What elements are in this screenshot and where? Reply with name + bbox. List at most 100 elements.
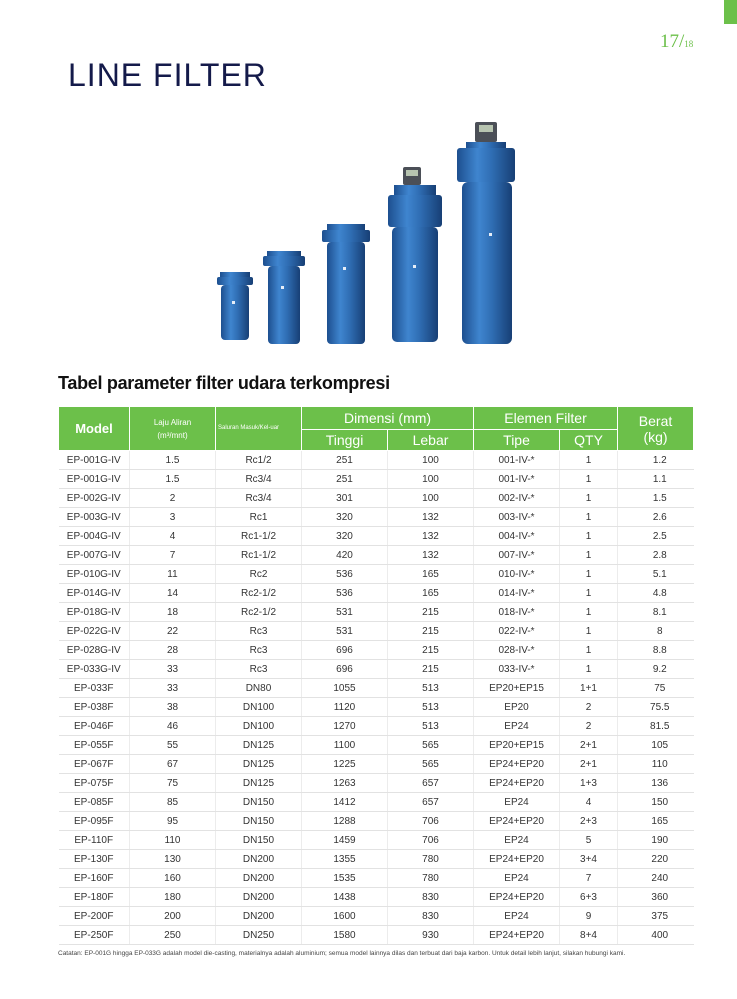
cell-height: 696 <box>301 659 388 679</box>
cell-element-type: 033-IV-* <box>473 659 560 679</box>
cell-qty: 5 <box>559 830 618 850</box>
cell-flow-rate: 1.5 <box>129 450 216 470</box>
cell-element-type: EP20 <box>473 697 560 717</box>
cell-height: 1288 <box>301 811 388 831</box>
cell-model: EP-200F <box>58 906 130 926</box>
cell-qty: 2+3 <box>559 811 618 831</box>
cell-weight: 220 <box>617 849 694 869</box>
cell-weight: 110 <box>617 754 694 774</box>
cell-model: EP-028G-IV <box>58 640 130 660</box>
cell-weight: 105 <box>617 735 694 755</box>
cell-height: 1120 <box>301 697 388 717</box>
cell-element-type: EP24 <box>473 906 560 926</box>
cell-weight: 5.1 <box>617 564 694 584</box>
cell-port: DN200 <box>215 887 302 907</box>
cell-height: 1263 <box>301 773 388 793</box>
cell-width: 132 <box>386 526 474 546</box>
cell-element-type: 018-IV-* <box>473 602 560 622</box>
cell-flow-rate: 3 <box>129 507 216 527</box>
cell-port: Rc2 <box>215 564 302 584</box>
cell-weight: 400 <box>617 925 694 945</box>
table-row: EP-010G-IV 11 Rc2 536 165 010-IV-* 1 5.1 <box>58 564 694 584</box>
cell-model: EP-014G-IV <box>58 583 130 603</box>
table-row: EP-180F 180 DN200 1438 830 EP24+EP20 6+3 360 <box>58 887 694 907</box>
cell-port: Rc1 <box>215 507 302 527</box>
table-row: EP-160F 160 DN200 1535 780 EP24 7 240 <box>58 868 694 888</box>
cell-height: 301 <box>301 488 388 508</box>
cell-weight: 150 <box>617 792 694 812</box>
cell-model: EP-010G-IV <box>58 564 130 584</box>
cell-flow-rate: 7 <box>129 545 216 565</box>
cell-element-type: 004-IV-* <box>473 526 560 546</box>
table-row: EP-001G-IV 1.5 Rc3/4 251 100 001-IV-* 1 1.1 <box>58 469 694 489</box>
cell-width: 513 <box>386 697 474 717</box>
cell-qty: 1 <box>559 564 618 584</box>
cell-width: 930 <box>386 925 474 945</box>
cell-flow-rate: 33 <box>129 678 216 698</box>
header-dimension-group: Dimensi (mm) <box>300 406 475 430</box>
cell-width: 657 <box>386 792 474 812</box>
cell-port: Rc3/4 <box>215 469 302 489</box>
cell-element-type: 007-IV-* <box>473 545 560 565</box>
cell-qty: 9 <box>559 906 618 926</box>
cell-element-type: EP24+EP20 <box>473 754 560 774</box>
header-flow-rate: Laju Aliran (m³/mnt) <box>129 406 216 451</box>
cell-width: 165 <box>386 583 474 603</box>
filter-unit-3 <box>322 224 370 344</box>
cell-weight: 375 <box>617 906 694 926</box>
cell-width: 215 <box>386 640 474 660</box>
cell-qty: 1 <box>559 507 618 527</box>
cell-port: Rc1/2 <box>215 450 302 470</box>
cell-element-type: 002-IV-* <box>473 488 560 508</box>
cell-qty: 1 <box>559 545 618 565</box>
cell-weight: 8.8 <box>617 640 694 660</box>
cell-height: 1459 <box>301 830 388 850</box>
footnote: Catatan: EP-001G hingga EP-033G adalah m… <box>58 950 626 957</box>
cell-width: 132 <box>386 507 474 527</box>
cell-model: EP-067F <box>58 754 130 774</box>
cell-weight: 8.1 <box>617 602 694 622</box>
cell-element-type: EP24 <box>473 716 560 736</box>
cell-height: 251 <box>301 469 388 489</box>
table-row: EP-075F 75 DN125 1263 657 EP24+EP20 1+3 136 <box>58 773 694 793</box>
cell-element-type: EP24+EP20 <box>473 887 560 907</box>
cell-width: 830 <box>386 887 474 907</box>
cell-qty: 4 <box>559 792 618 812</box>
filter-unit-1 <box>217 272 253 340</box>
cell-port: DN100 <box>215 716 302 736</box>
cell-model: EP-180F <box>58 887 130 907</box>
cell-port: DN100 <box>215 697 302 717</box>
cell-weight: 75 <box>617 678 694 698</box>
cell-height: 1600 <box>301 906 388 926</box>
cell-height: 251 <box>301 450 388 470</box>
cell-model: EP-130F <box>58 849 130 869</box>
cell-width: 565 <box>386 735 474 755</box>
cell-flow-rate: 55 <box>129 735 216 755</box>
cell-weight: 240 <box>617 868 694 888</box>
header-qty: QTY <box>559 429 619 451</box>
cell-qty: 1 <box>559 469 618 489</box>
cell-flow-rate: 130 <box>129 849 216 869</box>
table-row: EP-004G-IV 4 Rc1-1/2 320 132 004-IV-* 1 2.5 <box>58 526 694 546</box>
cell-flow-rate: 160 <box>129 868 216 888</box>
cell-port: DN250 <box>215 925 302 945</box>
table-row: EP-046F 46 DN100 1270 513 EP24 2 81.5 <box>58 716 694 736</box>
cell-port: DN125 <box>215 735 302 755</box>
cell-flow-rate: 95 <box>129 811 216 831</box>
table-row: EP-003G-IV 3 Rc1 320 132 003-IV-* 1 2.6 <box>58 507 694 527</box>
cell-port: DN150 <box>215 830 302 850</box>
cell-model: EP-001G-IV <box>58 450 130 470</box>
cell-element-type: 003-IV-* <box>473 507 560 527</box>
cell-element-type: EP24 <box>473 830 560 850</box>
table-row: EP-018G-IV 18 Rc2-1/2 531 215 018-IV-* 1 8.1 <box>58 602 694 622</box>
cell-port: DN125 <box>215 754 302 774</box>
cell-flow-rate: 200 <box>129 906 216 926</box>
cell-port: DN200 <box>215 906 302 926</box>
cell-model: EP-022G-IV <box>58 621 130 641</box>
cell-height: 1270 <box>301 716 388 736</box>
cell-port: Rc1-1/2 <box>215 526 302 546</box>
cell-port: Rc1-1/2 <box>215 545 302 565</box>
cell-port: DN80 <box>215 678 302 698</box>
cell-model: EP-018G-IV <box>58 602 130 622</box>
cell-model: EP-038F <box>58 697 130 717</box>
